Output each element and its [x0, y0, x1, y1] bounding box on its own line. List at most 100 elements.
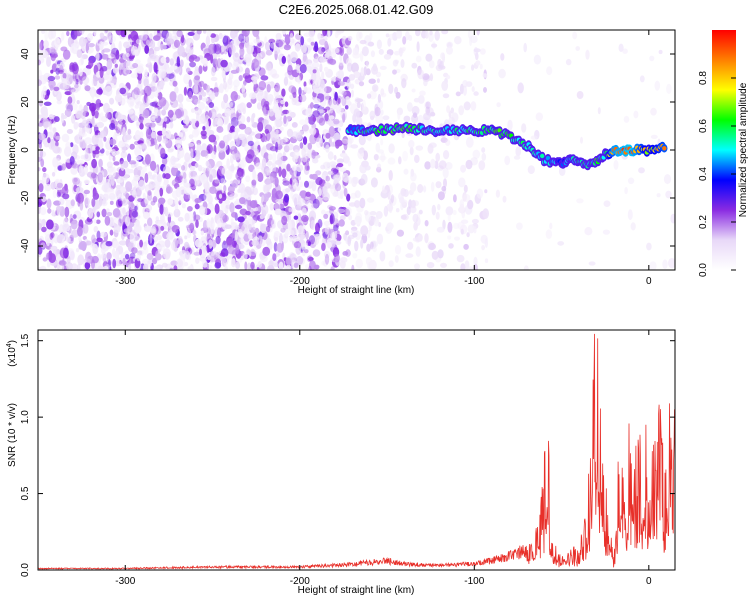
noise-speck [289, 51, 298, 62]
noise-speck [211, 36, 216, 44]
noise-speck [315, 170, 322, 176]
noise-speck [465, 136, 474, 148]
noise-speck [136, 253, 141, 262]
noise-speck [265, 225, 271, 233]
noise-speck [323, 259, 328, 267]
noise-speck [325, 144, 330, 153]
noise-speck [44, 183, 52, 192]
snr-x-axis: -300 -200 -100 0 [115, 330, 652, 587]
noise-speck [50, 53, 58, 59]
noise-speck [146, 253, 154, 260]
noise-speck [597, 107, 601, 115]
noise-speck [328, 206, 336, 211]
noise-speck [154, 265, 161, 270]
noise-speck [557, 241, 565, 246]
noise-speck [414, 263, 420, 270]
noise-speck [174, 108, 183, 119]
noise-speck [305, 264, 311, 270]
noise-speck [214, 91, 219, 97]
noise-speck [174, 132, 178, 138]
noise-speck [99, 67, 104, 79]
noise-speck [417, 69, 425, 80]
noise-speck [338, 107, 345, 116]
noise-speck [87, 43, 95, 48]
noise-speck [107, 259, 111, 270]
noise-speck [98, 76, 105, 84]
noise-speck [285, 173, 290, 178]
noise-speck [200, 173, 208, 184]
noise-speck [38, 222, 43, 231]
noise-speck [321, 260, 326, 266]
noise-speck [376, 163, 382, 170]
noise-speck [291, 97, 297, 106]
noise-speck [229, 101, 233, 108]
noise-speck [185, 45, 192, 53]
noise-speck [78, 128, 83, 133]
noise-speck [246, 193, 252, 201]
noise-speck [272, 104, 280, 114]
noise-speck [149, 233, 153, 244]
noise-speck [613, 159, 619, 170]
noise-speck [95, 51, 100, 62]
noise-speck [231, 258, 236, 268]
noise-speck [110, 51, 117, 58]
noise-speck [145, 122, 153, 128]
noise-speck [201, 133, 207, 140]
noise-speck [354, 200, 361, 208]
noise-speck [361, 99, 366, 111]
noise-speck [521, 123, 527, 133]
noise-speck [64, 206, 70, 218]
noise-speck [86, 101, 92, 107]
noise-speck [189, 166, 196, 171]
noise-speck [218, 85, 224, 93]
noise-speck [176, 30, 183, 38]
noise-speck [172, 30, 177, 35]
y-tick-label: 1.0 [20, 410, 31, 424]
noise-speck [442, 219, 446, 230]
noise-speck [40, 242, 46, 249]
noise-speck [227, 185, 235, 194]
noise-speck [113, 161, 120, 166]
noise-speck [214, 179, 221, 184]
noise-speck [51, 146, 56, 152]
noise-speck [321, 209, 326, 215]
noise-speck [149, 160, 157, 171]
noise-speck [276, 134, 280, 140]
noise-speck [320, 164, 326, 170]
noise-speck [188, 134, 194, 140]
noise-speck [292, 91, 297, 99]
noise-speck [224, 224, 232, 229]
noise-speck [153, 266, 158, 270]
noise-speck [165, 130, 172, 139]
noise-speck [84, 85, 91, 92]
noise-speck [303, 86, 308, 93]
noise-speck [216, 120, 222, 131]
noise-speck [50, 245, 58, 251]
noise-speck [352, 253, 358, 259]
noise-speck [58, 69, 64, 74]
noise-speck [377, 93, 381, 103]
noise-speck [338, 167, 347, 173]
noise-speck [223, 256, 229, 267]
noise-speck [161, 109, 167, 116]
noise-speck [334, 91, 338, 101]
noise-speck [382, 115, 390, 121]
noise-speck [318, 117, 326, 126]
noise-speck [143, 78, 149, 88]
noise-speck [362, 150, 368, 161]
noise-speck [241, 157, 247, 168]
noise-speck [122, 257, 126, 266]
noise-speck [153, 184, 160, 190]
noise-speck [241, 223, 248, 235]
noise-speck [483, 87, 487, 93]
noise-speck [70, 142, 74, 148]
noise-speck [371, 65, 379, 75]
noise-speck [166, 32, 173, 42]
noise-speck [119, 97, 126, 106]
noise-speck [166, 184, 171, 194]
noise-speck [575, 46, 580, 51]
noise-speck [221, 44, 225, 53]
noise-speck [154, 92, 159, 98]
noise-speck [440, 52, 445, 60]
noise-speck [108, 169, 112, 178]
